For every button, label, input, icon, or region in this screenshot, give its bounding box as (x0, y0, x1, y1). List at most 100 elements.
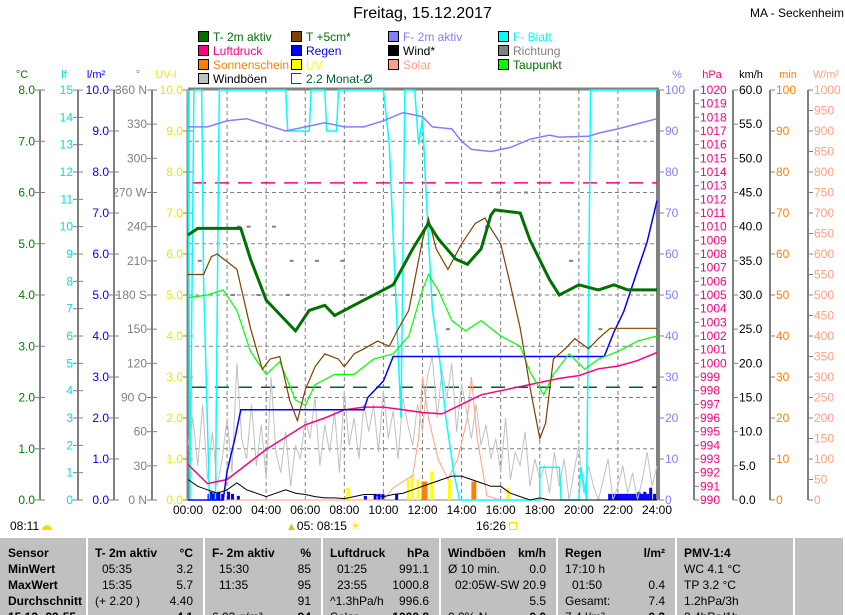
axis-tick-label: 60 (665, 247, 679, 261)
legend-label: T- 2m aktiv (213, 30, 272, 44)
axis-tick-label: 8.0 (18, 83, 35, 97)
legend-item: T- 2m aktiv (198, 31, 272, 45)
legend-item: T +5cm* (291, 31, 351, 45)
axis-tick-label: 50 (776, 288, 790, 302)
table-row-label: 15.12.-23:55 (8, 609, 76, 615)
sunset-time: 16:26 (476, 519, 507, 533)
direction-point (230, 294, 235, 296)
axis-tick-label: 0.0 (92, 493, 109, 507)
table-header: F- 2m aktiv (212, 546, 275, 560)
x-tick-label: 02:00 (212, 503, 242, 517)
axis-tick-label: 1017 (700, 124, 727, 138)
x-tick-label: 00:00 (173, 503, 203, 517)
table-cell-label: 6.03 g/m³ (212, 609, 263, 615)
legend-swatch (291, 45, 302, 56)
axis-tick-label: 1015 (700, 151, 727, 165)
legend-label: F- 2m aktiv (403, 30, 463, 44)
axis-tick-label: 80 (665, 165, 679, 179)
direction-point (432, 294, 437, 296)
axis-tick-label: 990 (700, 493, 720, 507)
axis-tick-label: 1003 (700, 315, 727, 329)
axis-tick-label: 8 (66, 274, 73, 288)
axis-tick-label: 1000 (700, 356, 727, 370)
table-header-unit: °C (179, 546, 193, 560)
axis-unit-rain: l/m² (87, 69, 106, 81)
table-cell-label: TP 3.2 °C (684, 578, 736, 592)
axis-tick-label: 550 (814, 268, 834, 282)
axis-tick-label: 994 (700, 438, 720, 452)
table-row-label: MaxWert (8, 578, 58, 592)
legend-item: F- Blatt (498, 31, 552, 45)
table-cell-value: 0.0 (529, 562, 546, 576)
table-row-label: Durchschnitt (8, 594, 83, 608)
legend-swatch (388, 59, 399, 70)
axis-tick-label: 7 (66, 302, 73, 316)
axis-tick-label: 5.0 (166, 288, 183, 302)
sunrise-time: 05: 08:15 (296, 519, 347, 533)
x-tick-label: 18:00 (525, 503, 555, 517)
table-cell-label: 0.4hPa/1h (684, 609, 739, 615)
table-cell-value: 0.3 (648, 609, 665, 615)
axis-tick-label: 70 (665, 206, 679, 220)
legend-item: UV (291, 59, 323, 73)
axis-tick-label: 2.0 (18, 391, 35, 405)
table-cell-label: Gesamt: (565, 594, 611, 608)
table-cell-label: 17:10 h (565, 562, 606, 576)
axis-tick-label: 30.0 (739, 288, 763, 302)
table-cell-label: 05:35 (102, 562, 133, 576)
table-cell-value: 3.2 (176, 562, 193, 576)
axis-tick-label: 210 (127, 254, 147, 268)
axis-tick-label: 1002 (700, 329, 727, 343)
axis-tick-label: 4 (66, 384, 73, 398)
direction-point (569, 259, 574, 262)
axis-tick-label: 100 (665, 83, 685, 97)
x-tick-label: 10:00 (368, 503, 398, 517)
axis-tick-label: 30 (665, 370, 679, 384)
chart-canvas: °C0.01.02.03.04.05.06.07.08.0lf012345678… (16, 69, 841, 517)
axis-tick-label: 9 (66, 247, 73, 261)
axis-tick-label: 991 (700, 479, 720, 493)
axis-tick-label: 2 (66, 438, 73, 452)
axis-tick-label: 35.0 (739, 254, 763, 268)
axis-unit-temp: °C (16, 69, 28, 81)
bar-uv (346, 487, 350, 500)
table-cell-label: 02:05 (455, 578, 486, 592)
axis-tick-label: 6 (66, 329, 73, 343)
axis-tick-label: 5.0 (18, 237, 35, 251)
series-luftdruck (187, 351, 658, 485)
table-cell-value: 1000.8 (392, 609, 429, 615)
table-cell-value: 5.7 (176, 578, 193, 592)
axis-tick-label: 40.0 (739, 220, 763, 234)
axis-tick-label: 50 (665, 288, 679, 302)
axis-tick-label: 50 (814, 473, 828, 487)
axis-tick-label: 10.0 (739, 425, 763, 439)
axis-tick-label: 0 (814, 493, 821, 507)
sunrise-left-time: 08:11 (10, 519, 40, 533)
bar-regen (209, 491, 213, 500)
x-tick-label: 08:00 (329, 503, 359, 517)
axis-unit-dir: ° (136, 69, 140, 81)
series-regen (188, 200, 658, 501)
axis-tick-label: 20 (665, 411, 679, 425)
axis-tick-label: 7.0 (92, 206, 109, 220)
axis-tick-label: 1013 (700, 179, 727, 193)
legend-swatch (198, 45, 209, 56)
axis-tick-label: 30 (134, 459, 148, 473)
axis-tick-label: 100 (814, 452, 834, 466)
legend-swatch (498, 31, 509, 42)
axis-tick-label: 14 (60, 110, 74, 124)
axis-tick-label: 7.0 (18, 134, 35, 148)
axis-tick-label: 993 (700, 452, 720, 466)
axis-tick-label: 200 (814, 411, 834, 425)
axis-tick-label: 270 W (112, 186, 147, 200)
axis-tick-label: 60.0 (739, 83, 763, 97)
axis-tick-label: 998 (700, 384, 720, 398)
bar-regen (215, 493, 219, 500)
axis-unit-sun: min (779, 69, 797, 81)
table-header-unit: l/m² (643, 546, 665, 560)
bar-regen (646, 493, 650, 500)
bar-regen (395, 493, 399, 500)
axis-tick-label: 700 (814, 206, 834, 220)
axis-tick-label: 11 (61, 192, 74, 206)
bar-sonnenschein (471, 481, 475, 500)
